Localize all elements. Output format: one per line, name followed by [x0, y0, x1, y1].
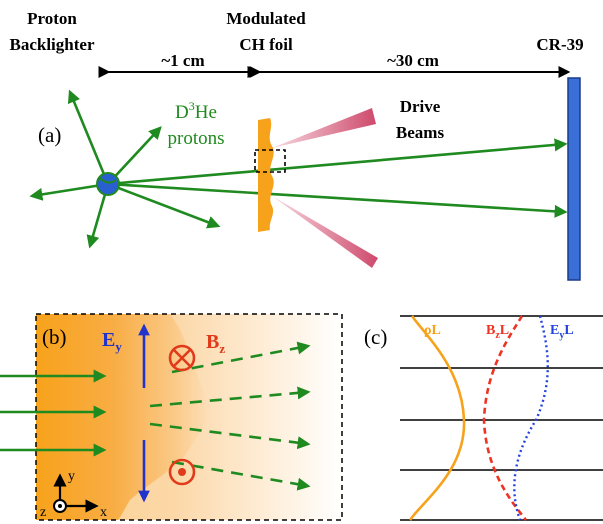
- axis-y-label: y: [68, 469, 75, 484]
- eyl-curve: [514, 316, 547, 520]
- eyl-label: EyL: [550, 323, 574, 341]
- backlighter-label-line2: Backlighter: [10, 35, 95, 54]
- proton-ray-to-detector-upper: [108, 144, 565, 184]
- foil-label-line1: Modulated: [226, 9, 306, 28]
- backlighter-label-line1: Proton: [27, 9, 77, 28]
- drive-beam-upper: [272, 108, 376, 148]
- bzl-label: BzL: [486, 323, 509, 341]
- reference-lines: [400, 316, 603, 520]
- foil-label-line2: CH foil: [239, 35, 293, 54]
- distance-short-label: ~1 cm: [161, 51, 204, 70]
- modulated-foil: [258, 118, 274, 232]
- drive-beams-label-line2: Beams: [396, 123, 445, 142]
- panel-a: Proton Backlighter Modulated CH foil CR-…: [10, 9, 584, 280]
- distance-long-label: ~30 cm: [387, 51, 439, 70]
- plasma-glow: [36, 314, 342, 520]
- cr39-detector: [568, 78, 580, 280]
- proton-rays: [32, 92, 565, 246]
- proton-ray-up-left: [70, 92, 108, 184]
- drive-beams-label-line1: Drive: [400, 97, 441, 116]
- detector-label: CR-39: [536, 35, 583, 54]
- bzl-curve: [484, 316, 526, 520]
- rho-l-label: ρL: [424, 323, 441, 338]
- axis-x-label: x: [100, 505, 107, 520]
- panel-c-label: (c): [364, 325, 387, 349]
- panel-a-label: (a): [38, 123, 61, 147]
- proton-ray-to-detector-lower: [108, 184, 565, 212]
- protons-label-line1: D3He: [175, 99, 217, 123]
- drive-beam-lower: [272, 196, 378, 268]
- panel-b: (b) Ey Bz: [0, 314, 342, 520]
- panel-b-label: (b): [42, 325, 67, 349]
- protons-label-line2: protons: [168, 128, 225, 149]
- rho-l-curve: [410, 316, 464, 520]
- backlighter-source: [97, 173, 119, 195]
- panel-c: (c) ρL BzL EyL: [364, 316, 603, 520]
- axis-z-label: z: [40, 505, 46, 520]
